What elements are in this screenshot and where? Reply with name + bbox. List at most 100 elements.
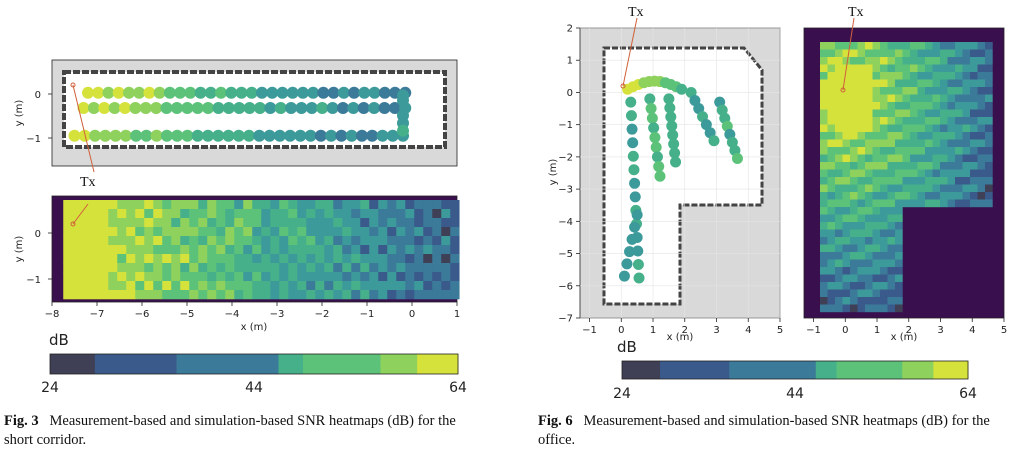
sim-cell <box>843 305 851 313</box>
sim-cell <box>72 227 81 236</box>
sim-cell <box>342 200 351 209</box>
sim-cell <box>405 209 414 218</box>
sim-cell <box>903 192 911 200</box>
sim-cell <box>948 110 956 118</box>
sim-cell <box>888 200 896 208</box>
sim-cell <box>940 192 948 200</box>
sim-cell <box>81 290 90 299</box>
caption-left-text: Measurement-based and simulation-based S… <box>4 413 456 448</box>
sim-cell <box>888 50 896 58</box>
sim-cell <box>90 290 99 299</box>
sim-cell <box>843 177 851 185</box>
sim-cell <box>279 272 288 281</box>
sim-cell <box>99 245 108 254</box>
sim-cell <box>858 65 866 73</box>
sim-cell <box>225 272 234 281</box>
sim-cell <box>396 218 405 227</box>
sim-cell <box>843 162 851 170</box>
sim-cell <box>820 207 828 215</box>
sim-cell <box>948 72 956 80</box>
sim-cell <box>828 42 836 50</box>
sim-cell <box>423 245 432 254</box>
sim-cell <box>865 290 873 298</box>
sim-cell <box>858 50 866 58</box>
sim-cell <box>963 72 971 80</box>
sim-cell <box>835 125 843 133</box>
sim-cell <box>955 170 963 178</box>
sim-cell <box>948 192 956 200</box>
sim-cell <box>198 272 207 281</box>
sim-cell <box>858 80 866 88</box>
measurement-point <box>171 130 183 142</box>
sim-cell <box>903 42 911 50</box>
sim-cell <box>955 95 963 103</box>
measurement-point <box>287 87 299 99</box>
sim-cell <box>880 80 888 88</box>
measurement-point <box>102 87 114 99</box>
right-measurement-panel: Tx 210−1−2−3−4−5−6−7 y (m) −1 0 1 2 3 4 5 x (m… <box>548 5 783 343</box>
sim-cell <box>858 275 866 283</box>
sim-cell <box>135 227 144 236</box>
sim-cell <box>895 50 903 58</box>
sim-cell <box>835 230 843 238</box>
sim-cell <box>873 200 881 208</box>
sim-cell <box>880 147 888 155</box>
sim-cell <box>378 236 387 245</box>
sim-cell <box>820 237 828 245</box>
sim-cell <box>918 170 926 178</box>
sim-cell <box>858 95 866 103</box>
sim-cell <box>888 245 896 253</box>
sim-cell <box>948 147 956 155</box>
sim-cell <box>81 227 90 236</box>
sim-cell <box>880 267 888 275</box>
sim-cell <box>933 155 941 163</box>
sim-cell <box>234 272 243 281</box>
sim-cell <box>835 57 843 65</box>
measurement-point <box>633 259 644 270</box>
sim-cell <box>820 125 828 133</box>
sim-cell <box>910 192 918 200</box>
colorbar-segment <box>660 361 730 379</box>
y-tick-label: −4 <box>558 217 573 228</box>
sim-cell <box>970 95 978 103</box>
x-tick-label: 1 <box>874 325 880 336</box>
right-tx-annotation: Tx <box>628 5 644 20</box>
left-bottom-ylabel: y (m) <box>14 236 25 263</box>
x-tick-label: 1 <box>454 309 460 320</box>
sim-cell <box>880 200 888 208</box>
sim-cell <box>405 281 414 290</box>
sim-cell <box>850 140 858 148</box>
sim-cell <box>198 218 207 227</box>
sim-cell <box>351 263 360 272</box>
sim-cell <box>820 80 828 88</box>
sim-cell <box>865 110 873 118</box>
sim-cell <box>843 102 851 110</box>
sim-cell <box>850 57 858 65</box>
sim-cell <box>918 80 926 88</box>
sim-cell <box>234 263 243 272</box>
sim-cell <box>858 155 866 163</box>
sim-cell <box>243 281 252 290</box>
sim-cell <box>288 254 297 263</box>
sim-cell <box>432 281 441 290</box>
sim-cell <box>216 263 225 272</box>
sim-cell <box>171 290 180 299</box>
sim-cell <box>940 65 948 73</box>
sim-cell <box>873 80 881 88</box>
sim-cell <box>828 65 836 73</box>
sim-cell <box>865 267 873 275</box>
sim-cell <box>828 252 836 260</box>
sim-cell <box>948 162 956 170</box>
sim-cell <box>820 185 828 193</box>
sim-cell <box>198 209 207 218</box>
sim-cell <box>850 267 858 275</box>
sim-cell <box>162 290 171 299</box>
sim-cell <box>948 125 956 133</box>
sim-cell <box>933 80 941 88</box>
measurement-point <box>358 102 370 114</box>
sim-cell <box>948 57 956 65</box>
sim-cell <box>843 72 851 80</box>
sim-cell <box>99 290 108 299</box>
sim-cell <box>261 281 270 290</box>
sim-cell <box>820 230 828 238</box>
